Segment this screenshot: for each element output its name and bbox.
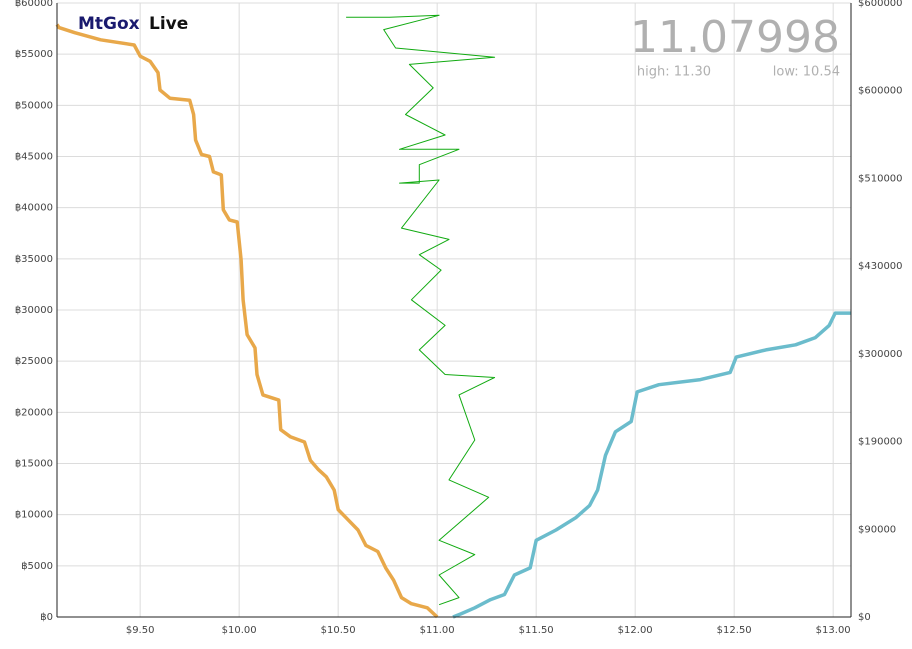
y-tick-label: ฿5000	[21, 561, 53, 572]
y-tick-label: ฿35000	[15, 254, 53, 265]
x-tick-label: $13.00	[816, 625, 851, 636]
high-price: high: 11.30	[637, 65, 711, 80]
grid	[57, 2, 851, 618]
y-tick-label: ฿0	[40, 612, 53, 623]
depth-line	[452, 311, 851, 619]
y2-tick-label: $600000	[858, 86, 903, 97]
y-tick-label: ฿45000	[15, 152, 53, 163]
y2-tick-label: $190000	[858, 437, 903, 448]
y-tick-label: ฿55000	[15, 49, 53, 60]
y2-tick-label: $430000	[858, 261, 903, 272]
last-price: 11.07998	[630, 12, 840, 63]
x-tick-label: $11.00	[420, 625, 455, 636]
x-tick-label: $10.50	[321, 625, 356, 636]
x-tick-label: $11.50	[519, 625, 554, 636]
y2-tick-label: $300000	[858, 349, 903, 360]
brand: MtGox	[78, 14, 140, 34]
x-tick-label: $10.00	[222, 625, 257, 636]
y-tick-label: ฿15000	[15, 459, 53, 470]
y-tick-label: ฿30000	[15, 305, 53, 316]
y2-tick-label: $600000	[858, 0, 903, 9]
y2-tick-label: $90000	[858, 524, 896, 535]
y-tick-label: ฿25000	[15, 356, 53, 367]
y2-tick-label: $0	[858, 612, 871, 623]
y-tick-label: ฿20000	[15, 407, 53, 418]
series-layer	[55, 14, 851, 619]
depth-line	[346, 14, 496, 606]
x-tick-label: $9.50	[126, 625, 155, 636]
brand-suffix: Live	[149, 14, 188, 34]
x-tick-label: $12.00	[618, 625, 653, 636]
y-tick-label: ฿10000	[15, 510, 53, 521]
low-price: low: 10.54	[773, 65, 840, 80]
y-tick-label: ฿40000	[15, 203, 53, 214]
y2-tick-label: $510000	[858, 173, 903, 184]
y-tick-label: ฿60000	[15, 0, 53, 9]
y-tick-label: ฿50000	[15, 100, 53, 111]
x-tick-label: $12.50	[717, 625, 752, 636]
depth-line	[55, 23, 439, 619]
